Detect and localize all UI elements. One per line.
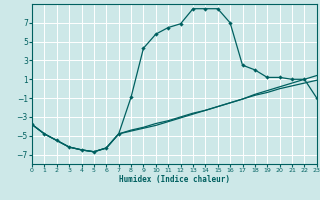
X-axis label: Humidex (Indice chaleur): Humidex (Indice chaleur) [119, 175, 230, 184]
